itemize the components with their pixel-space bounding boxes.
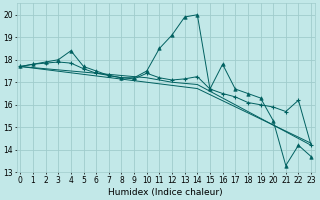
X-axis label: Humidex (Indice chaleur): Humidex (Indice chaleur) <box>108 188 223 197</box>
